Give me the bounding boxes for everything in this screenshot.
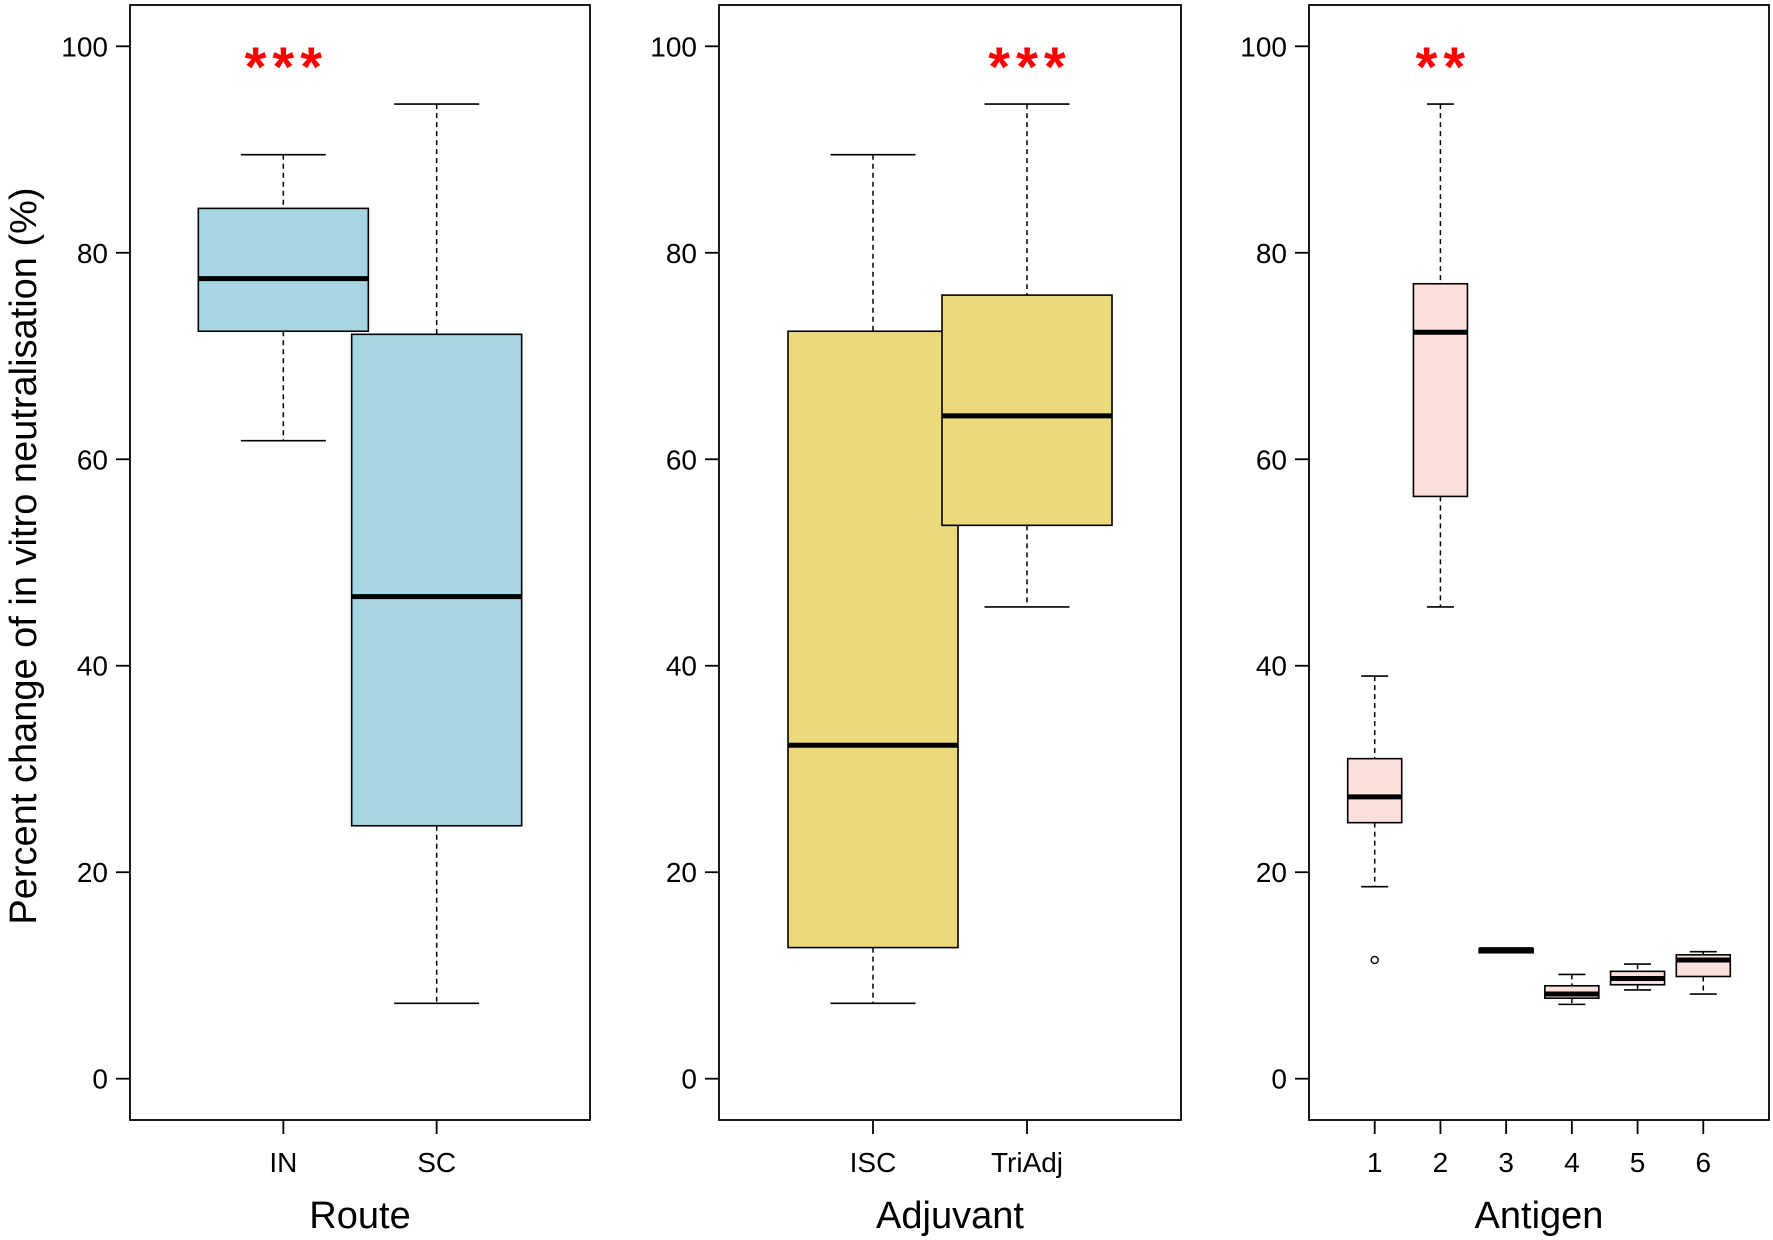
box-ISC [787, 153, 959, 1005]
y-tick-label: 0 [92, 1064, 108, 1095]
x-tick-label: 3 [1498, 1147, 1514, 1178]
box-5 [1609, 963, 1666, 991]
x-axis-title: Route [309, 1195, 410, 1237]
y-tick-label: 40 [77, 651, 108, 682]
plot-frame [129, 4, 591, 1121]
x-axis-title: Adjuvant [876, 1195, 1024, 1237]
significance-marker: *** [245, 35, 328, 98]
x-tick-label: 5 [1630, 1147, 1646, 1178]
x-tick-label: 2 [1433, 1147, 1449, 1178]
y-tick-label: 20 [666, 857, 697, 888]
significance-marker: ** [1416, 35, 1472, 98]
box-iqr [197, 207, 370, 333]
y-tick-label: 100 [1240, 31, 1287, 62]
box-6 [1675, 950, 1732, 995]
y-tick-label: 100 [61, 31, 108, 62]
y-tick-label: 100 [650, 31, 697, 62]
y-tick-label: 20 [77, 857, 108, 888]
x-tick-label: IN [269, 1147, 297, 1178]
box-IN [197, 153, 370, 442]
x-tick-label: 6 [1695, 1147, 1711, 1178]
plot-frame [1308, 4, 1770, 1121]
box-SC [350, 103, 523, 1005]
box-iqr [941, 294, 1113, 527]
y-tick-label: 60 [666, 444, 697, 475]
box-iqr [787, 330, 959, 949]
y-axis-label: Percent change of in vitro neutralisatio… [3, 187, 45, 924]
box-3 [1478, 947, 1534, 954]
box-iqr [1346, 757, 1403, 824]
x-tick-label: ISC [850, 1147, 897, 1178]
panel-3: 0 20 40 60 80 100 1 2 3 4 5 6 Antigen ** [1240, 4, 1770, 1237]
y-tick-label: 80 [1256, 238, 1287, 269]
y-tick-label: 60 [77, 444, 108, 475]
y-tick-label: 0 [1271, 1064, 1287, 1095]
box-2 [1412, 103, 1469, 608]
x-tick-label: 4 [1564, 1147, 1580, 1178]
x-tick-label: TriAdj [991, 1147, 1063, 1178]
x-tick-label: SC [417, 1147, 456, 1178]
panel-2: 0 20 40 60 80 100 ISC TriAdj Adjuvant *** [650, 4, 1182, 1237]
x-axis-title: Antigen [1475, 1195, 1604, 1237]
y-tick-label: 20 [1256, 857, 1287, 888]
y-tick-label: 80 [77, 238, 108, 269]
y-tick-label: 80 [666, 238, 697, 269]
plot-frame [718, 4, 1182, 1121]
y-tick-label: 40 [666, 651, 697, 682]
box-1 [1346, 675, 1403, 965]
box-iqr [350, 333, 523, 827]
y-tick-label: 0 [681, 1064, 697, 1095]
box-4 [1544, 973, 1600, 1006]
y-tick-label: 60 [1256, 444, 1287, 475]
significance-marker: *** [988, 35, 1071, 98]
y-tick-label: 40 [1256, 651, 1287, 682]
box-iqr [1412, 282, 1469, 498]
outlier-point [1370, 955, 1379, 965]
box-TriAdj [941, 103, 1113, 608]
x-tick-label: 1 [1367, 1147, 1383, 1178]
